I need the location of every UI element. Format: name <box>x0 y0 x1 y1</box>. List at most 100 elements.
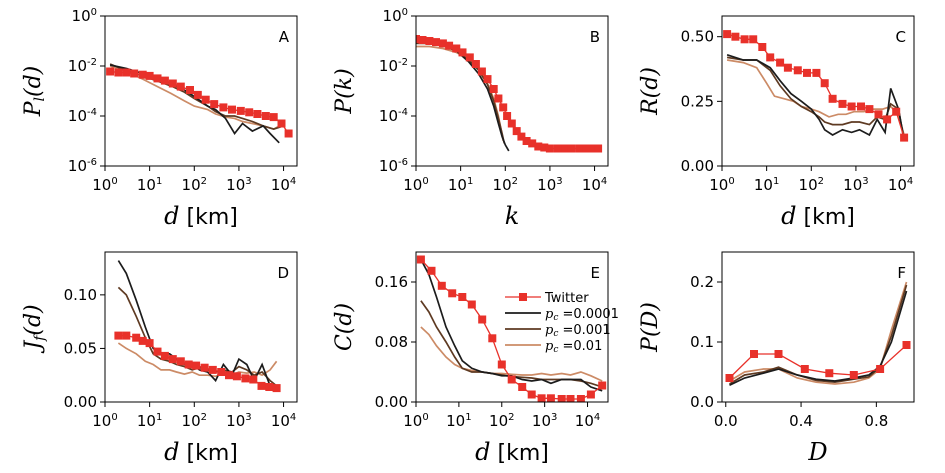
twitter-marker <box>249 375 258 384</box>
twitter-marker <box>284 129 293 138</box>
twitter-marker <box>740 35 749 44</box>
series-group <box>114 260 281 393</box>
panel-label: F <box>897 264 906 282</box>
twitter-marker <box>257 381 266 390</box>
twitter-marker <box>253 110 262 118</box>
panel-A: 100 101 102 103 104 100 10-2 10-4 10-6 Ad [km] Pl(… <box>21 7 298 230</box>
panel-label: B <box>590 28 600 46</box>
twitter-marker <box>527 390 536 399</box>
x-tick-label: 104 <box>582 176 607 195</box>
series-p3-line <box>726 59 905 136</box>
twitter-marker <box>418 36 427 44</box>
series-p2-line <box>117 286 278 387</box>
x-tick-label: 100 <box>92 412 117 431</box>
panel-E: 100 101 102 103 104 0.00 0.08 0.16 Ed [km] C(d) <box>332 251 609 466</box>
legend-p1-label: pc =0.0001 <box>545 307 619 323</box>
y-tick-label: 100 <box>383 7 408 26</box>
x-axis-label: d [km] <box>164 438 238 466</box>
twitter-marker <box>883 115 892 124</box>
series-group <box>723 30 909 142</box>
twitter-marker <box>153 74 162 83</box>
y-tick-label: 10-2 <box>379 57 408 76</box>
x-axis-label: k <box>505 202 520 230</box>
twitter-marker <box>236 106 245 115</box>
twitter-marker <box>445 41 454 50</box>
twitter-marker <box>537 394 546 402</box>
y-tick-label: 10-6 <box>68 157 97 176</box>
x-tick-label: 102 <box>182 176 207 195</box>
twitter-marker <box>588 144 597 153</box>
twitter-marker <box>232 372 241 381</box>
y-tick-label: 0.0 <box>690 393 714 411</box>
y-axis-label: C(d) <box>332 303 357 351</box>
panel-label: C <box>896 28 906 46</box>
x-tick-label: 100 <box>403 176 428 195</box>
twitter-marker <box>900 133 909 142</box>
y-axis-label: R(d) <box>638 67 663 116</box>
y-tick-label: 0.00 <box>64 393 97 411</box>
y-tick-label: 0.00 <box>375 393 408 411</box>
series-group <box>106 63 293 144</box>
y-tick-label: 10-6 <box>379 157 408 176</box>
twitter-marker <box>586 390 595 399</box>
x-tick-label: 102 <box>489 412 514 431</box>
twitter-marker <box>465 53 474 62</box>
twitter-marker <box>494 94 503 103</box>
twitter-marker <box>594 144 603 153</box>
twitter-marker <box>483 75 492 84</box>
twitter-marker <box>208 365 217 374</box>
twitter-marker <box>210 100 219 109</box>
twitter-marker <box>145 71 154 80</box>
twitter-marker <box>225 371 233 380</box>
x-tick-label: 101 <box>448 176 473 195</box>
series-p1-line <box>729 290 908 386</box>
series-twitter-line <box>729 344 907 379</box>
panel-D: 100 101 102 103 104 0.00 0.05 0.10 Dd [km] Jf(d) <box>21 251 298 466</box>
twitter-marker <box>184 360 193 369</box>
twitter-marker <box>200 363 209 372</box>
twitter-marker <box>567 144 576 153</box>
series-twitter-line <box>110 70 290 134</box>
x-tick-label: 102 <box>182 412 207 431</box>
twitter-marker <box>517 132 526 141</box>
x-tick-label: 101 <box>754 176 779 195</box>
x-axis-label: d [km] <box>781 202 855 230</box>
twitter-marker <box>553 144 562 153</box>
twitter-marker <box>138 70 147 79</box>
twitter-marker <box>122 68 131 77</box>
twitter-marker <box>241 374 250 383</box>
series-p1-line <box>117 260 277 389</box>
twitter-marker <box>219 103 228 112</box>
x-axis-label: d [km] <box>164 202 238 230</box>
twitter-marker <box>448 289 457 298</box>
series-twitter-line <box>726 33 905 138</box>
x-tick-label: 0.4 <box>789 412 813 430</box>
twitter-marker <box>546 394 555 402</box>
x-tick-label: 104 <box>271 412 296 431</box>
axes-frame <box>104 15 298 167</box>
twitter-marker <box>766 53 775 62</box>
twitter-marker <box>425 37 434 45</box>
axes-frame <box>415 15 609 167</box>
twitter-marker <box>723 30 732 39</box>
twitter-marker <box>186 86 194 94</box>
twitter-marker <box>803 68 811 77</box>
axes-frame <box>721 15 915 167</box>
x-tick-label: 102 <box>799 176 824 195</box>
y-tick-label: 0.16 <box>375 273 408 291</box>
twitter-marker <box>783 63 792 72</box>
twitter-marker <box>838 99 847 108</box>
twitter-marker <box>499 103 508 112</box>
twitter-marker <box>534 142 543 151</box>
twitter-marker <box>217 368 226 376</box>
twitter-marker <box>269 113 278 122</box>
y-tick-label: 0.00 <box>681 157 714 175</box>
panel-C: 100 101 102 103 104 0.00 0.25 0.50 Cd [km] R(d) <box>638 15 915 230</box>
twitter-marker <box>774 350 783 358</box>
series-p1-line <box>726 53 905 141</box>
twitter-marker <box>272 384 281 393</box>
y-tick-label: 10-4 <box>68 107 97 126</box>
twitter-marker <box>438 39 447 48</box>
twitter-marker <box>458 48 467 57</box>
